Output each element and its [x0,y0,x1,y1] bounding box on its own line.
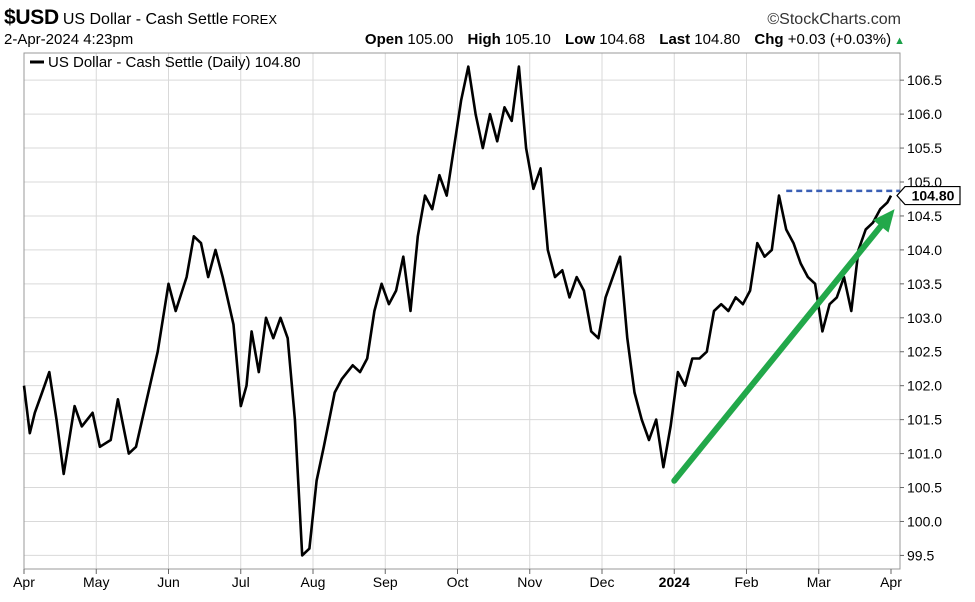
title-row: $USD US Dollar - Cash Settle FOREX [4,6,277,30]
low-value: 104.68 [599,31,646,48]
price-series [22,65,893,557]
y-tick-label: 105.5 [907,140,942,156]
y-tick-label: 99.5 [907,547,934,563]
exchange-label: FOREX [232,12,278,27]
x-axis: Apr May Jun Jul Aug Sep Oct Nov Dec 2024 Feb Mar Apr [13,569,902,590]
x-tick-label: Feb [734,574,758,590]
chart-header: $USD US Dollar - Cash Settle FOREX ©StockC… [0,0,975,52]
y-tick-label: 102.0 [907,378,942,394]
low-label: Low [565,31,596,48]
y-tick-label: 100.0 [907,513,942,529]
legend-label: US Dollar - Cash Settle (Daily) 104.80 [48,54,301,71]
x-tick-label: Nov [517,574,542,590]
chg-label: Chg [754,31,784,48]
trend-arrow-shaft [671,223,884,484]
x-tick-label: Aug [301,574,326,590]
y-tick-label: 103.5 [907,276,942,292]
x-tick-label: Sep [373,574,398,590]
high-label: High [467,31,501,48]
x-tick-label: Apr [13,574,35,590]
x-tick-label: 2024 [659,574,690,590]
x-tick-label: Jul [232,574,250,590]
plot-frame [23,52,901,570]
high-value: 105.10 [504,31,551,48]
last-value-tag-box [896,185,961,206]
y-tick-label: 100.5 [907,480,942,496]
ohlc-readout: Open 105.00 High 105.10 Low 104.68 Last … [355,31,905,48]
chg-value: +0.03 (+0.03%) [787,31,892,48]
symbol-label: $USD [4,6,59,29]
last-value: 104.80 [694,31,741,48]
x-tick-label: Oct [447,574,469,590]
trend-arrow-head [872,209,895,233]
last-label: Last [659,31,691,48]
y-tick-label: 104.0 [907,242,942,258]
up-arrow-icon: ▲ [894,35,905,47]
open-label: Open [364,31,404,48]
y-tick-label: 103.0 [907,310,942,326]
y-tick-label: 104.5 [907,208,942,224]
grid-lines [24,53,900,569]
x-tick-label: Mar [807,574,831,590]
annotations: 104.80 [671,185,961,484]
x-tick-label: Jun [157,574,180,590]
instrument-name: US Dollar - Cash Settle [62,11,229,28]
last-value-tag-label: 104.80 [912,188,955,204]
y-tick-label: 102.5 [907,344,942,360]
legend: US Dollar - Cash Settle (Daily) 104.80 [30,54,301,71]
y-tick-label: 101.0 [907,446,942,462]
open-value: 105.00 [407,31,454,48]
datetime-label: 2-Apr-2024 4:23pm [4,31,134,48]
price-line [22,65,893,557]
y-tick-label: 106.5 [907,72,942,88]
brand-watermark[interactable]: ©StockCharts.com [767,11,901,28]
x-tick-label: May [83,574,109,590]
x-tick-label: Apr [880,574,902,590]
x-tick-label: Dec [590,574,615,590]
y-tick-label: 106.0 [907,106,942,122]
y-tick-label: 101.5 [907,412,942,428]
y-axis: 99.5 100.0 100.5 101.0 101.5 102.0 102.5 103.0 1… [900,72,942,563]
